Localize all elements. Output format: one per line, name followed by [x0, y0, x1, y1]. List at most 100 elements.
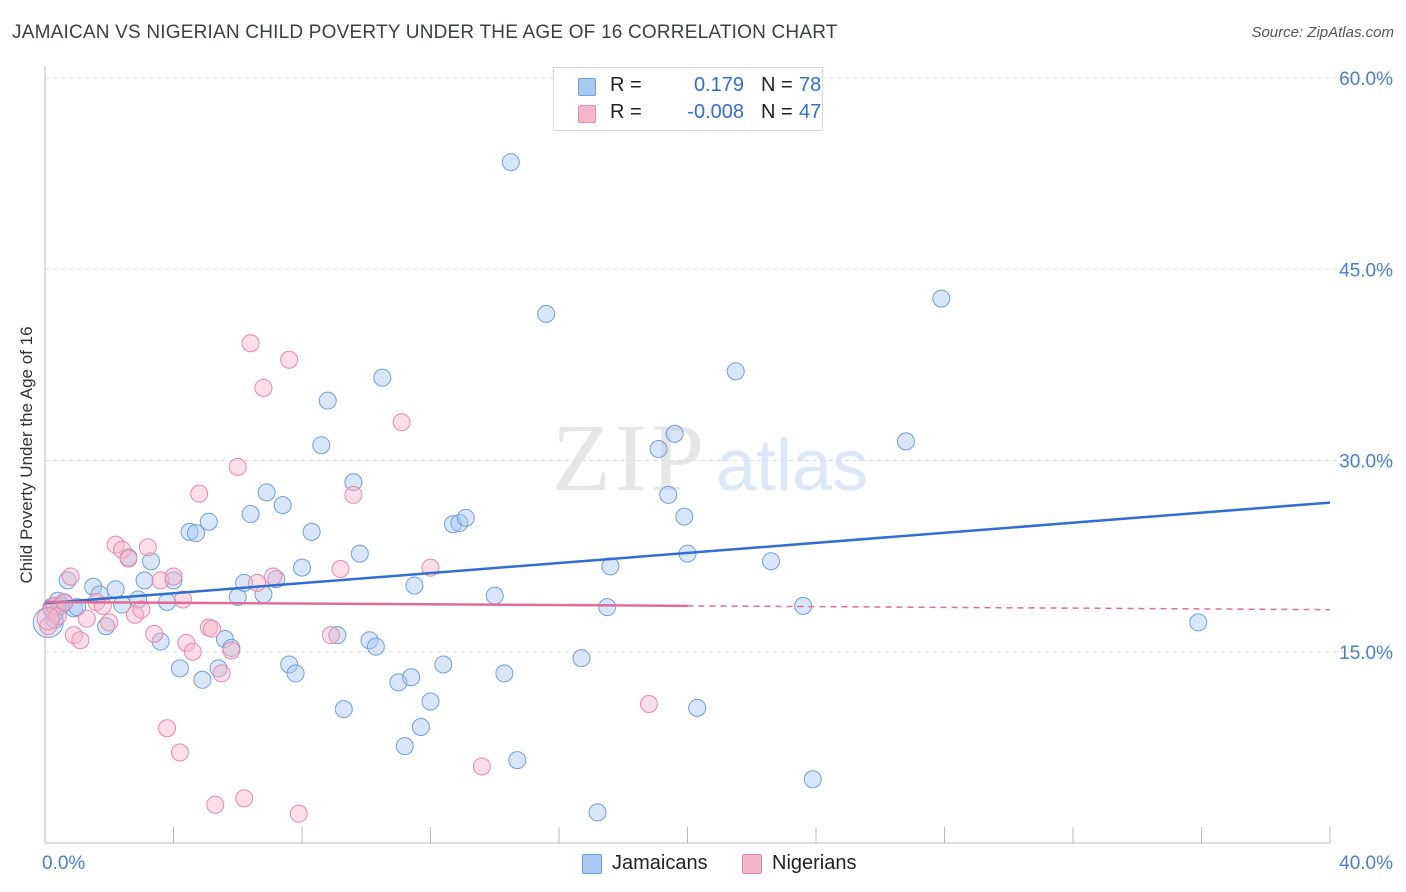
y-tick-label: 45.0% [1339, 260, 1393, 281]
nigerian-point [472, 757, 491, 776]
nigerian-point [77, 609, 96, 628]
axes [44, 66, 1331, 844]
tick-labels: 15.0% 30.0% 45.0% 60.0% 0.0% 40.0% [42, 69, 1393, 874]
jamaican-point [360, 631, 379, 650]
jamaican-point [456, 508, 475, 527]
x-tick-label: 0.0% [42, 853, 85, 874]
nigerian-point [248, 573, 267, 592]
jamaican-point [209, 659, 228, 678]
legend-swatch-jamaicans [578, 78, 596, 96]
nigerian-point [177, 633, 196, 652]
nigerian-point [321, 626, 340, 645]
nigerian-point [206, 795, 225, 814]
jamaican-point [726, 362, 745, 381]
jamaican-point [572, 649, 591, 668]
jamaican-point [762, 552, 781, 571]
legend-n-value: 78 [799, 74, 822, 96]
jamaican-point [598, 598, 617, 617]
jamaican-point [508, 751, 527, 770]
jamaican-point [659, 485, 678, 504]
jamaican-point [421, 692, 440, 711]
jamaican-point [302, 522, 321, 541]
jamaican-point [151, 632, 170, 651]
nigerian-point [254, 378, 273, 397]
grid [45, 77, 1392, 653]
y-axis-label: Child Poverty Under the Age of 16 [17, 326, 36, 583]
jamaican-point [257, 483, 276, 502]
jamaican-point [142, 552, 161, 571]
jamaican-point [402, 668, 421, 687]
nigerian-point [212, 664, 231, 683]
legend-n-value: 47 [799, 101, 822, 123]
jamaican-point [411, 717, 430, 736]
nigerian-point [158, 719, 177, 738]
jamaican-point [405, 576, 424, 595]
jamaican-point [803, 770, 822, 789]
nigerian-point [164, 567, 183, 586]
jamaican-point [334, 700, 353, 719]
watermark: ZIP atlas [552, 404, 868, 511]
nigerian-point [264, 567, 283, 586]
jamaican-point [434, 655, 453, 674]
source-label: Source: ZipAtlas.com [1251, 24, 1394, 41]
jamaican-point [395, 737, 414, 756]
chart-title: JAMAICAN VS NIGERIAN CHILD POVERTY UNDER… [12, 22, 838, 43]
legend-label-nigerians: Nigerians [772, 852, 857, 874]
nigerian-point [183, 642, 202, 661]
legend-r-label: R = [610, 101, 642, 123]
nigerian-point [331, 559, 350, 578]
jamaican-point [215, 630, 234, 648]
jamaican-point [649, 440, 668, 459]
jamaican-point [675, 507, 694, 526]
legend-swatch-jamaicans [582, 854, 602, 874]
nigerian-points [36, 334, 658, 823]
jamaican-point [135, 571, 154, 590]
jamaican-point [688, 698, 707, 717]
jamaican-point [193, 670, 212, 689]
nigerian-point [190, 484, 209, 503]
jamaican-point [318, 391, 337, 410]
nigerian-point [289, 804, 308, 823]
jamaican-point [164, 571, 183, 590]
jamaican-point [495, 664, 514, 683]
nigerian-point [235, 789, 254, 808]
legend-swatch-nigerians [578, 105, 596, 123]
jamaican-point [344, 473, 363, 492]
jamaican-point [537, 304, 556, 323]
jamaican-point [293, 558, 311, 577]
jamaican-point [106, 580, 125, 599]
jamaican-point [588, 803, 607, 822]
legend-r-label: R = [610, 74, 642, 96]
nigerian-point [228, 457, 247, 476]
jamaican-point [896, 432, 915, 451]
nigerian-point [138, 538, 157, 557]
jamaican-trend-line [44, 501, 1331, 605]
legend-n-label: N = [761, 101, 793, 123]
jamaican-point [170, 659, 189, 678]
watermark-zip: ZIP [552, 404, 708, 511]
jamaican-point [1189, 613, 1208, 632]
jamaican-point [485, 586, 504, 605]
jamaican-point [267, 570, 286, 589]
nigerian-point [100, 613, 119, 632]
legend-r-value: 0.179 [693, 74, 744, 96]
jamaican-point [199, 512, 218, 531]
legend-n-label: N = [761, 74, 793, 96]
trend-lines [44, 501, 1331, 611]
nigerian-trend-line [44, 600, 688, 608]
nigerian-point [119, 549, 138, 568]
y-tick-label: 15.0% [1339, 643, 1393, 664]
watermark-atlas: atlas [716, 426, 868, 506]
nigerian-point [170, 743, 189, 762]
y-tick-label: 60.0% [1339, 69, 1393, 90]
jamaican-point [312, 436, 331, 455]
nigerian-point [203, 619, 222, 638]
jamaican-point [373, 368, 392, 387]
jamaican-point [350, 544, 369, 563]
nigerian-point [36, 607, 60, 631]
nigerian-trend-extension [687, 605, 1331, 611]
jamaican-point [286, 664, 305, 683]
legend-label-jamaicans: Jamaicans [612, 852, 708, 874]
jamaican-point [665, 424, 684, 443]
